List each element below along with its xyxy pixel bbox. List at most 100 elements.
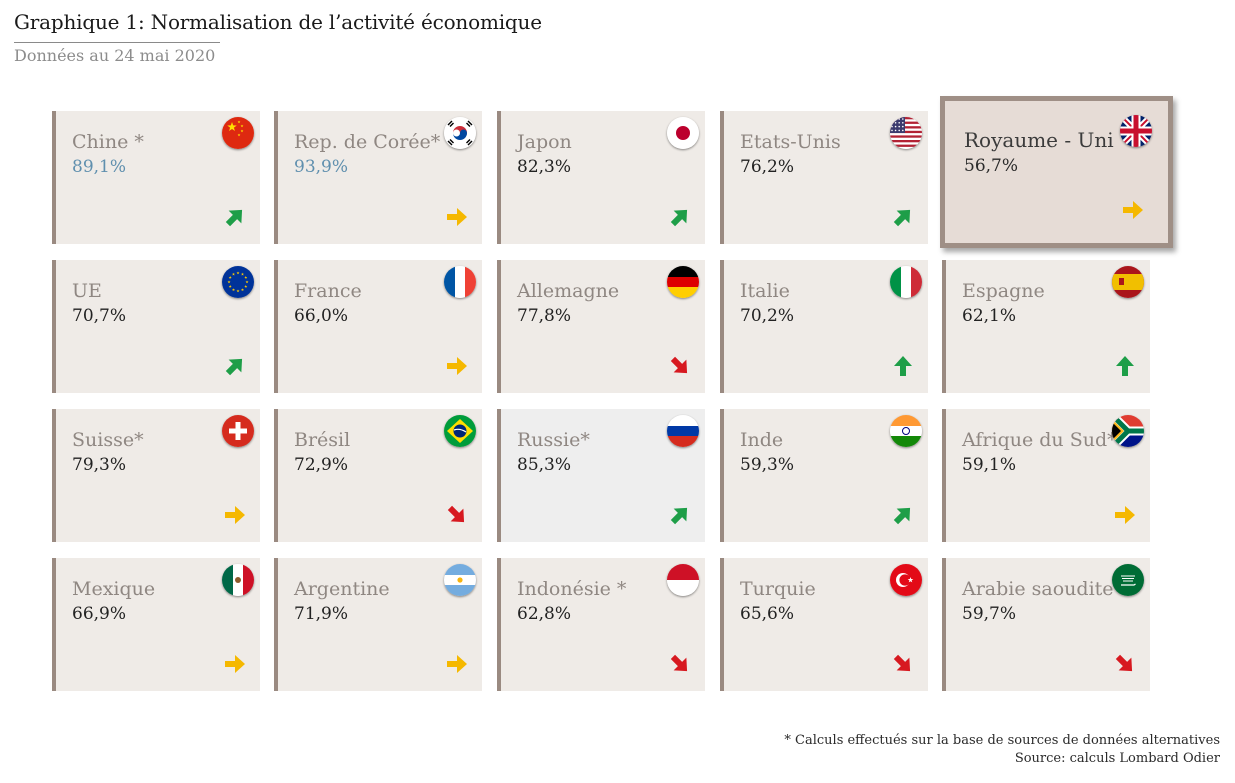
trend-arrow-up-right-icon	[667, 502, 693, 528]
saudi-arabia-flag-icon	[1112, 564, 1144, 596]
spain-flag-icon	[1112, 266, 1144, 298]
argentina-flag-icon	[444, 564, 476, 596]
country-name: Afrique du Sud*	[962, 429, 1117, 451]
activity-value: 59,7%	[962, 604, 1017, 624]
chart-subtitle: Données au 24 mai 2020	[14, 46, 216, 65]
country-name: Japon	[517, 131, 572, 153]
trend-arrow-up-right-icon	[890, 502, 916, 528]
activity-value: 70,7%	[72, 306, 127, 326]
activity-value: 93,9%	[294, 157, 349, 177]
country-card: Brésil 72,9%	[274, 409, 482, 542]
south-korea-flag-icon	[444, 117, 476, 149]
russia-flag-icon	[667, 415, 699, 447]
switzerland-flag-icon	[222, 415, 254, 447]
country-card: Inde 59,3%	[720, 409, 928, 542]
mexico-flag-icon	[222, 564, 254, 596]
country-card: Turquie 65,6%	[720, 558, 928, 691]
country-card: Indonésie * 62,8%	[497, 558, 705, 691]
trend-arrow-up-right-icon	[890, 204, 916, 230]
china-flag-icon	[222, 117, 254, 149]
trend-arrow-down-right-icon	[667, 353, 693, 379]
country-name: Turquie	[740, 578, 816, 600]
activity-value: 82,3%	[517, 157, 572, 177]
indonesia-flag-icon	[667, 564, 699, 596]
footnote: * Calculs effectués sur la base de sourc…	[784, 732, 1220, 768]
country-card: Etats-Unis 76,2%	[720, 111, 928, 244]
country-card: Suisse* 79,3%	[52, 409, 260, 542]
brazil-flag-icon	[444, 415, 476, 447]
country-name: Argentine	[294, 578, 390, 600]
country-name: Royaume - Uni	[964, 128, 1114, 152]
country-card: UE 70,7%	[52, 260, 260, 393]
trend-arrow-right-icon	[1120, 197, 1146, 223]
country-name: Etats-Unis	[740, 131, 841, 153]
trend-arrow-right-icon	[222, 502, 248, 528]
country-name: Arabie saoudite	[962, 578, 1114, 600]
country-card: Italie 70,2%	[720, 260, 928, 393]
title-divider	[14, 42, 220, 43]
country-name: Rep. de Corée*	[294, 131, 441, 153]
activity-value: 66,0%	[294, 306, 349, 326]
country-card: Chine * 89,1%	[52, 111, 260, 244]
country-card: Arabie saoudite 59,7%	[942, 558, 1150, 691]
country-card: Rep. de Corée* 93,9%	[274, 111, 482, 244]
country-card: Espagne 62,1%	[942, 260, 1150, 393]
activity-value: 65,6%	[740, 604, 795, 624]
activity-value: 59,3%	[740, 455, 795, 475]
activity-value: 76,2%	[740, 157, 795, 177]
trend-arrow-down-right-icon	[444, 502, 470, 528]
country-card: Japon 82,3%	[497, 111, 705, 244]
country-card: Mexique 66,9%	[52, 558, 260, 691]
country-card: Argentine 71,9%	[274, 558, 482, 691]
country-name: Indonésie *	[517, 578, 627, 600]
country-name: Italie	[740, 280, 790, 302]
france-flag-icon	[444, 266, 476, 298]
activity-value: 56,7%	[964, 156, 1019, 176]
usa-flag-icon	[890, 117, 922, 149]
trend-arrow-down-right-icon	[667, 651, 693, 677]
trend-arrow-right-icon	[444, 204, 470, 230]
activity-value: 77,8%	[517, 306, 572, 326]
activity-value: 62,1%	[962, 306, 1017, 326]
trend-arrow-right-icon	[222, 651, 248, 677]
country-card: France 66,0%	[274, 260, 482, 393]
country-name: Espagne	[962, 280, 1045, 302]
turkey-flag-icon	[890, 564, 922, 596]
country-card: Russie* 85,3%	[497, 409, 705, 542]
activity-value: 89,1%	[72, 157, 127, 177]
trend-arrow-down-right-icon	[890, 651, 916, 677]
trend-arrow-down-right-icon	[1112, 651, 1138, 677]
activity-value: 71,9%	[294, 604, 349, 624]
trend-arrow-right-icon	[444, 651, 470, 677]
country-name: Allemagne	[517, 280, 620, 302]
activity-value: 62,8%	[517, 604, 572, 624]
country-name: Chine *	[72, 131, 144, 153]
footnote-source: Source: calculs Lombard Odier	[1014, 751, 1220, 766]
country-card: Allemagne 77,8%	[497, 260, 705, 393]
activity-value: 70,2%	[740, 306, 795, 326]
country-card: Afrique du Sud* 59,1%	[942, 409, 1150, 542]
activity-value: 59,1%	[962, 455, 1017, 475]
country-name: Russie*	[517, 429, 590, 451]
country-name: France	[294, 280, 362, 302]
country-name: Inde	[740, 429, 784, 451]
activity-value: 85,3%	[517, 455, 572, 475]
eu-flag-icon	[222, 266, 254, 298]
trend-arrow-up-icon	[890, 353, 916, 379]
trend-arrow-up-right-icon	[667, 204, 693, 230]
country-name: Mexique	[72, 578, 156, 600]
trend-arrow-right-icon	[444, 353, 470, 379]
activity-value: 72,9%	[294, 455, 349, 475]
trend-arrow-up-icon	[1112, 353, 1138, 379]
chart-title: Graphique 1: Normalisation de l’activité…	[14, 10, 542, 34]
country-name: Brésil	[294, 429, 351, 451]
country-name: Suisse*	[72, 429, 144, 451]
activity-value: 66,9%	[72, 604, 127, 624]
germany-flag-icon	[667, 266, 699, 298]
japan-flag-icon	[667, 117, 699, 149]
italy-flag-icon	[890, 266, 922, 298]
country-name: UE	[72, 280, 102, 302]
india-flag-icon	[890, 415, 922, 447]
trend-arrow-right-icon	[1112, 502, 1138, 528]
south-africa-flag-icon	[1112, 415, 1144, 447]
